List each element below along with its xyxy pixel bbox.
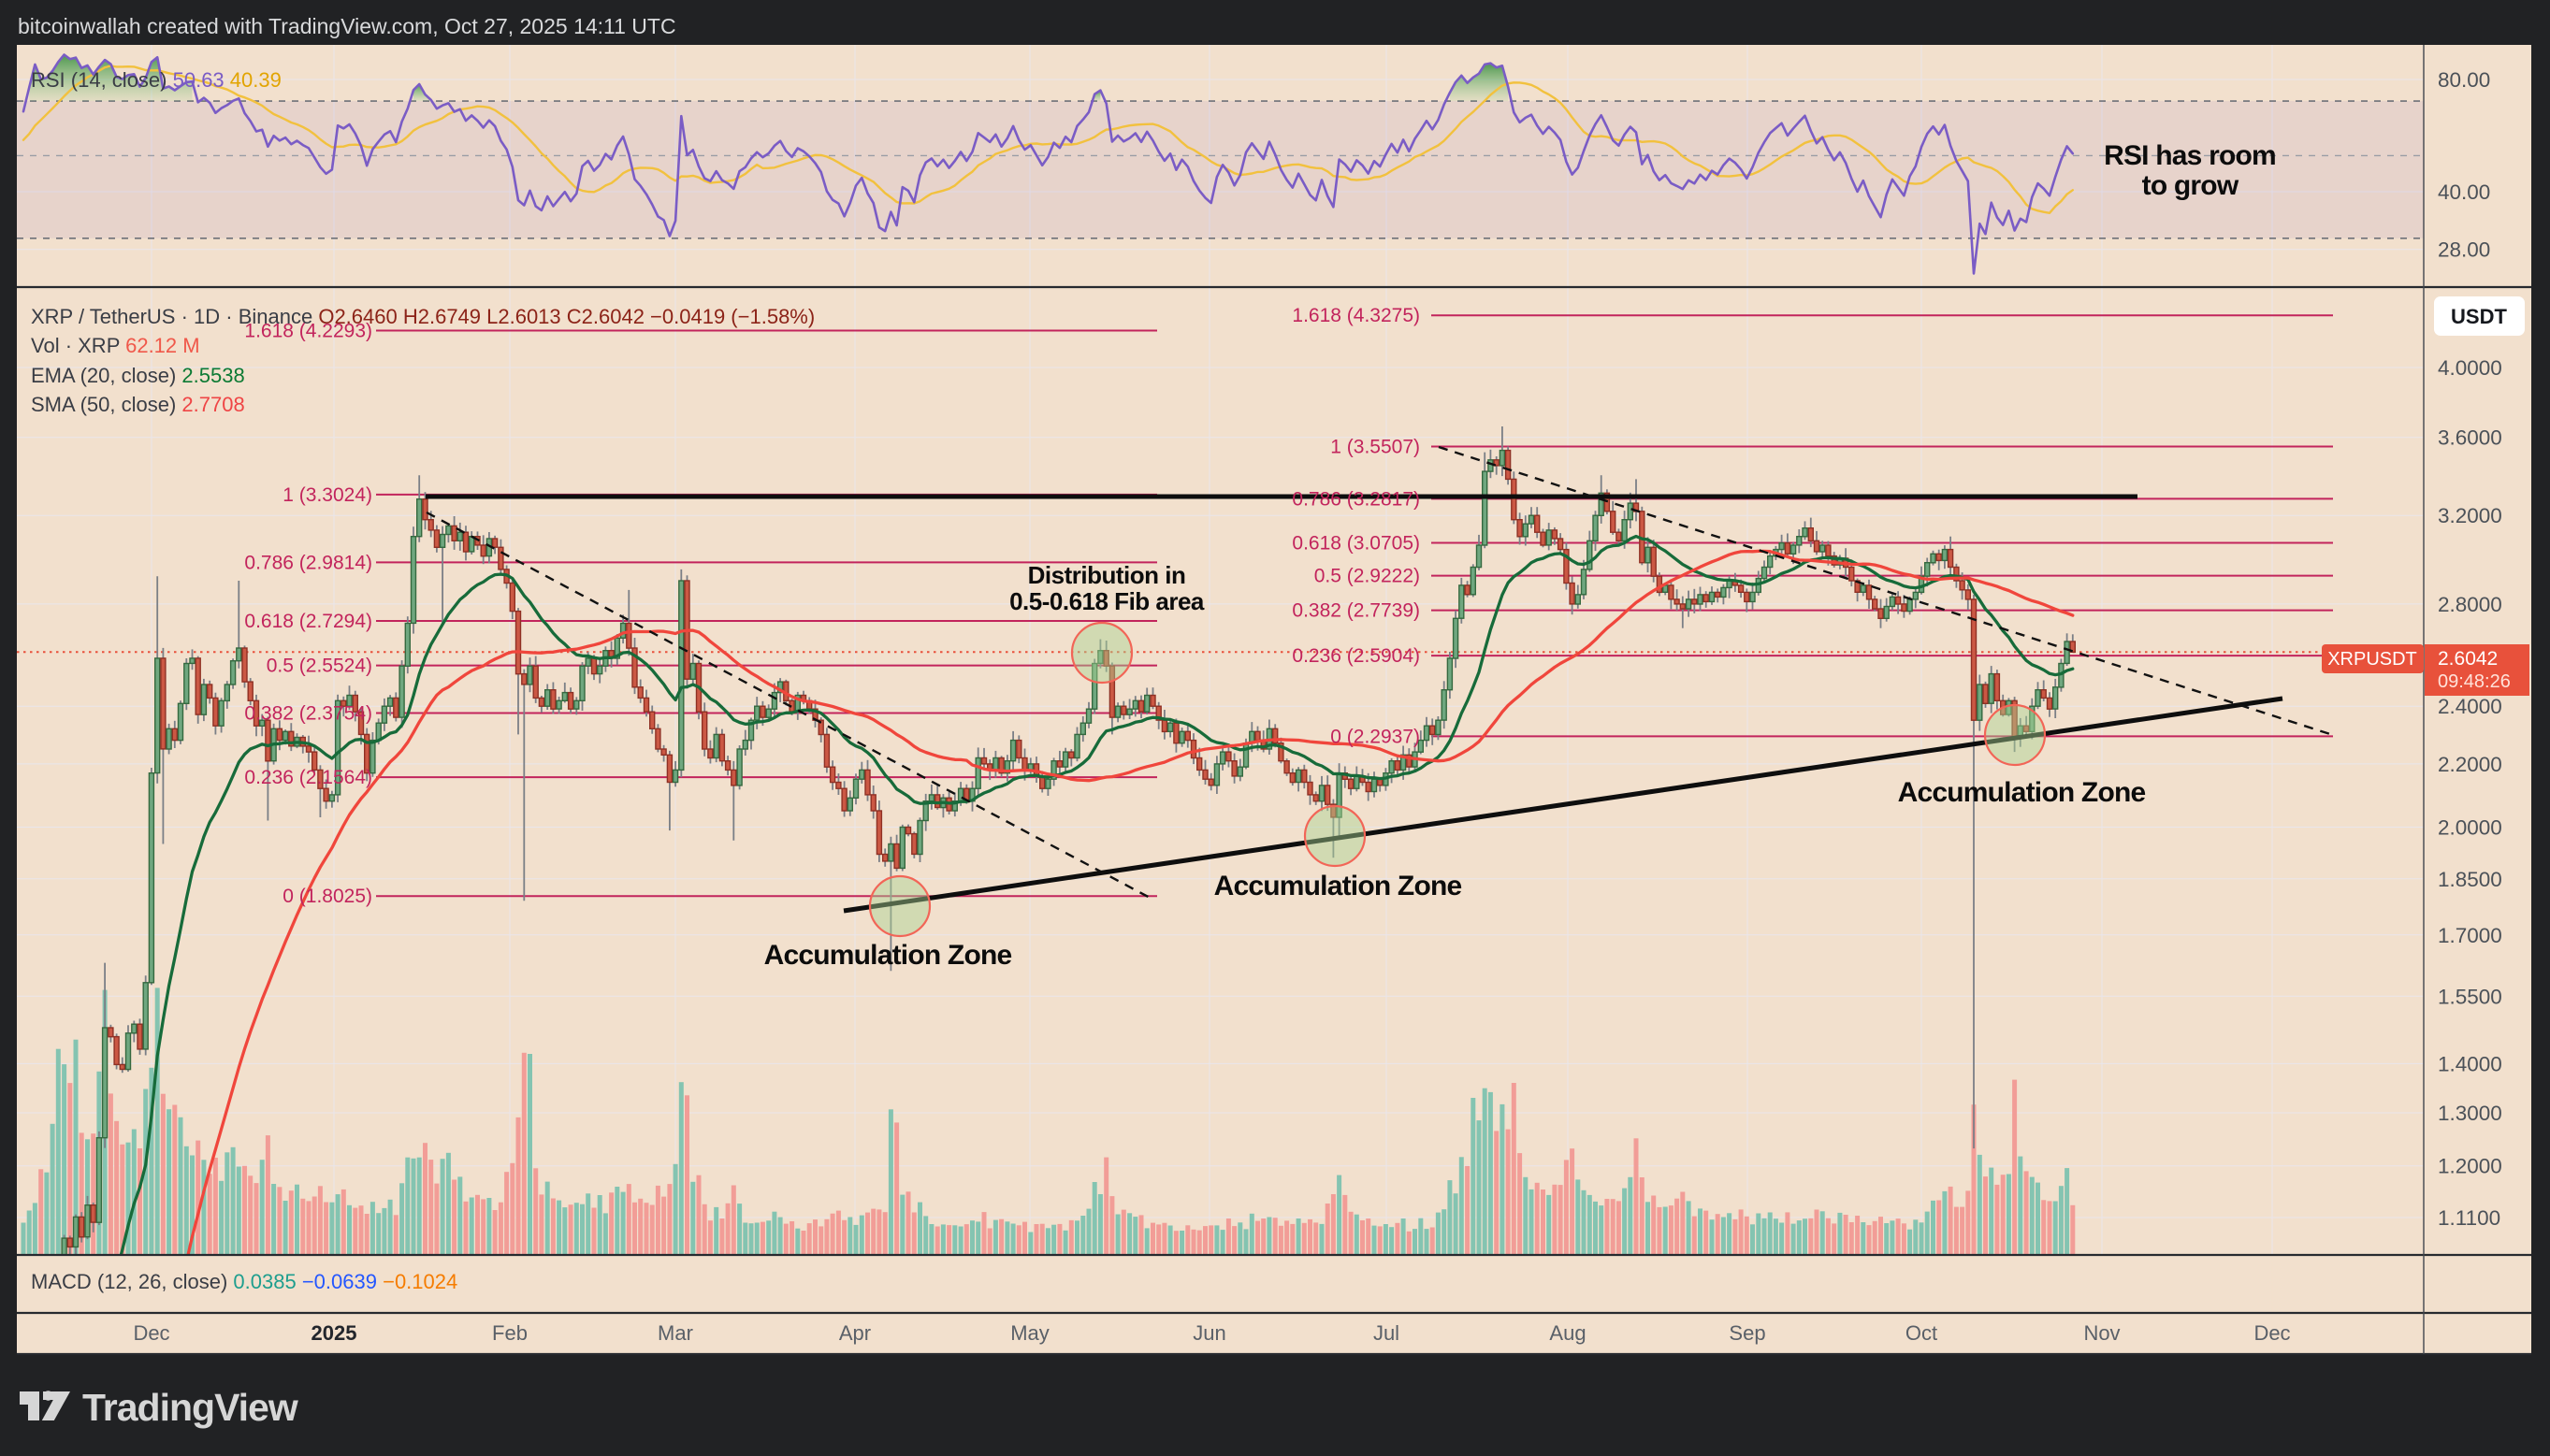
svg-text:Nov: Nov (2083, 1321, 2120, 1345)
svg-text:1.7000: 1.7000 (2438, 924, 2502, 947)
svg-text:1 (3.3024): 1 (3.3024) (283, 484, 372, 506)
svg-text:0.786 (2.9814): 0.786 (2.9814) (244, 552, 372, 573)
svg-text:Accumulation Zone: Accumulation Zone (1214, 871, 1462, 901)
svg-text:Oct: Oct (1905, 1321, 1937, 1345)
svg-text:0.618 (3.0705): 0.618 (3.0705) (1292, 533, 1420, 555)
svg-text:MACD (12, 26, close) 0.0385: MACD (12, 26, close) 0.0385 −0.0639 −0.1… (31, 1270, 457, 1293)
svg-text:0.5 (2.9222): 0.5 (2.9222) (1314, 566, 1420, 587)
svg-text:1.1100: 1.1100 (2438, 1206, 2500, 1230)
svg-text:09:48:26: 09:48:26 (2438, 671, 2511, 692)
svg-text:0.5-0.618 Fib area: 0.5-0.618 Fib area (1009, 587, 1205, 615)
svg-text:Aug: Aug (1549, 1321, 1586, 1345)
svg-text:2.0000: 2.0000 (2438, 816, 2502, 840)
svg-text:2.8000: 2.8000 (2438, 593, 2502, 616)
svg-text:0.618 (2.7294): 0.618 (2.7294) (244, 611, 372, 632)
svg-text:1.618 (4.2293): 1.618 (4.2293) (244, 321, 372, 342)
svg-text:28.00: 28.00 (2438, 238, 2490, 262)
svg-text:Dec: Dec (133, 1321, 169, 1345)
svg-text:Accumulation Zone: Accumulation Zone (764, 940, 1012, 971)
svg-text:May: May (1010, 1321, 1050, 1345)
svg-text:2.4000: 2.4000 (2438, 695, 2502, 718)
svg-text:Dec: Dec (2253, 1321, 2290, 1345)
svg-text:Apr: Apr (839, 1321, 871, 1345)
svg-text:40.00: 40.00 (2438, 180, 2490, 204)
svg-text:TradingView: TradingView (82, 1386, 298, 1429)
svg-text:XRPUSDT: XRPUSDT (2327, 649, 2417, 670)
svg-text:0.236 (2.1564): 0.236 (2.1564) (244, 767, 372, 788)
svg-text:2.6042: 2.6042 (2438, 648, 2498, 670)
svg-text:RSI has room: RSI has room (2104, 140, 2276, 171)
svg-text:0.382 (2.3754): 0.382 (2.3754) (244, 703, 372, 725)
svg-text:1.5500: 1.5500 (2438, 985, 2502, 1008)
svg-text:0.236 (2.5904): 0.236 (2.5904) (1292, 645, 1420, 667)
svg-text:XRP / TetherUS · 1D · Binance: XRP / TetherUS · 1D · Binance O2.6460 H2… (31, 305, 815, 328)
svg-text:Mar: Mar (658, 1321, 693, 1345)
svg-text:2025: 2025 (312, 1321, 357, 1345)
svg-text:0 (1.8025): 0 (1.8025) (283, 886, 372, 907)
svg-text:0 (2.2937): 0 (2.2937) (1330, 726, 1420, 747)
svg-text:Sep: Sep (1729, 1321, 1765, 1345)
svg-text:1.8500: 1.8500 (2438, 868, 2502, 891)
svg-text:0.5 (2.5524): 0.5 (2.5524) (267, 656, 372, 677)
svg-text:Jul: Jul (1373, 1321, 1399, 1345)
svg-text:1.618 (4.3275): 1.618 (4.3275) (1292, 305, 1420, 326)
svg-text:3.6000: 3.6000 (2438, 426, 2502, 450)
svg-text:Accumulation Zone: Accumulation Zone (1898, 777, 2146, 808)
svg-text:Vol · XRP 62.12 M: Vol · XRP 62.12 M (31, 334, 200, 357)
svg-text:bitcoinwallah created with Tra: bitcoinwallah created with TradingView.c… (18, 14, 676, 38)
svg-text:0.786 (3.2817): 0.786 (3.2817) (1292, 488, 1420, 510)
svg-text:SMA (50, close) 2.7708: SMA (50, close) 2.7708 (31, 393, 245, 416)
svg-text:1.2000: 1.2000 (2438, 1155, 2502, 1178)
svg-text:Feb: Feb (492, 1321, 528, 1345)
svg-text:RSI (14, close) 50.63 40.39: RSI (14, close) 50.63 40.39 (31, 68, 282, 92)
svg-text:80.00: 80.00 (2438, 68, 2490, 92)
svg-text:USDT: USDT (2451, 305, 2507, 328)
svg-text:1.3000: 1.3000 (2438, 1102, 2502, 1125)
svg-text:2.2000: 2.2000 (2438, 753, 2502, 776)
svg-text:1.4000: 1.4000 (2438, 1052, 2502, 1075)
svg-text:EMA (20, close) 2.5538: EMA (20, close) 2.5538 (31, 364, 245, 387)
svg-text:1 (3.5507): 1 (3.5507) (1330, 437, 1420, 458)
svg-text:3.2000: 3.2000 (2438, 504, 2502, 527)
svg-text:Jun: Jun (1193, 1321, 1225, 1345)
svg-text:4.0000: 4.0000 (2438, 356, 2502, 380)
svg-text:Distribution in: Distribution in (1028, 561, 1186, 589)
svg-text:0.382 (2.7739): 0.382 (2.7739) (1292, 600, 1420, 622)
svg-text:to grow: to grow (2142, 170, 2239, 201)
